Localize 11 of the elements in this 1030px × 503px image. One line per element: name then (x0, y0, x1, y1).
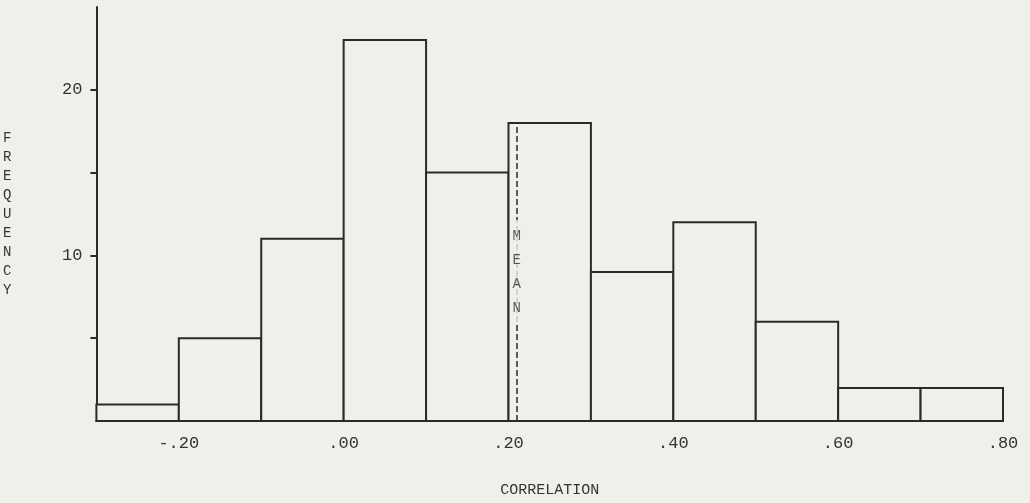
y-tick-label: 20 (62, 80, 83, 100)
y-tick-label: 10 (62, 245, 83, 265)
text: FREQUENCY (3, 130, 12, 298)
x-tick-label: .80 (987, 434, 1019, 453)
x-tick-label: -.20 (158, 434, 200, 453)
x-tick-label: .40 (658, 434, 689, 453)
ref-line-label: MEAN (512, 227, 522, 316)
x-axis-title: CORRELATION (500, 482, 600, 499)
x-tick-label: .60 (822, 434, 854, 453)
x-tick-label: .20 (493, 434, 524, 453)
x-tick-label: .00 (328, 434, 359, 453)
